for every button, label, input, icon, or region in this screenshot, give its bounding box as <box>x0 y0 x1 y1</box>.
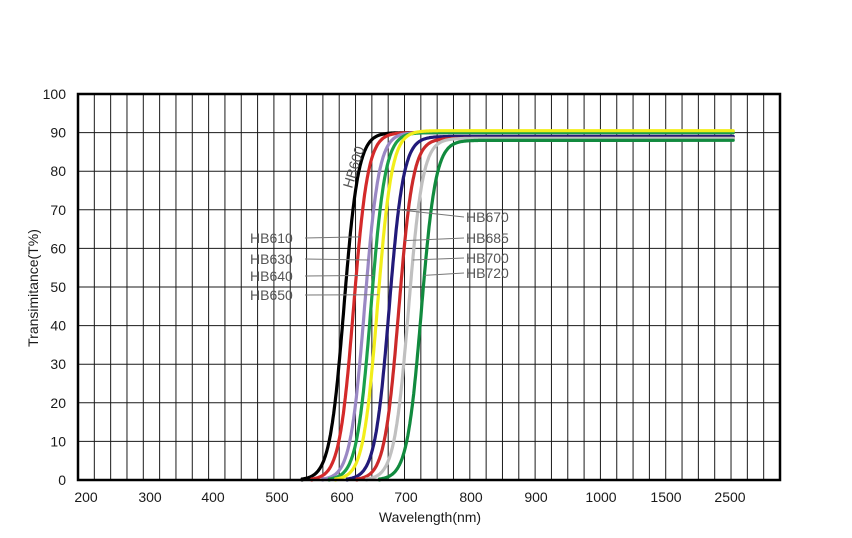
x-tick-label: 200 <box>74 489 98 505</box>
x-tick-label: 600 <box>330 489 354 505</box>
y-tick-label: 100 <box>43 86 67 102</box>
leader-line <box>398 209 465 218</box>
series-line-hb685 <box>355 136 735 482</box>
y-tick-label: 10 <box>50 433 66 449</box>
x-tick-label: 1500 <box>650 489 681 505</box>
series-line-hb610 <box>310 131 735 482</box>
x-tick-label: 500 <box>265 489 289 505</box>
chart-curves <box>300 129 735 482</box>
y-axis-title: Transimitance(T%) <box>25 229 41 347</box>
series-line-hb720 <box>377 138 735 482</box>
y-tick-label: 80 <box>50 163 66 179</box>
y-tick-label: 20 <box>50 395 66 411</box>
y-tick-label: 0 <box>58 472 66 488</box>
x-tick-label: 1000 <box>585 489 616 505</box>
leader-line <box>304 258 369 261</box>
x-tick-label: 300 <box>138 489 162 505</box>
x-axis-title: Wavelength(nm) <box>379 509 481 525</box>
x-tick-label: 800 <box>459 489 483 505</box>
series-line-hb700 <box>365 136 735 482</box>
y-tick-label: 30 <box>50 356 66 372</box>
series-line-hb670 <box>345 134 735 482</box>
series-label-hb720: HB720 <box>466 265 509 281</box>
x-axis-ticks: 200 300 400 500 600 700 800 900 1000 1500 2500 <box>74 489 745 505</box>
series-label-hb610: HB610 <box>250 230 293 246</box>
y-axis-ticks: 0 10 20 30 40 50 60 70 80 90 100 <box>43 86 67 488</box>
series-label-hb670: HB670 <box>466 209 509 225</box>
leader-line <box>304 236 360 239</box>
series-label-hb600: HB600 <box>340 144 368 190</box>
x-tick-label: 400 <box>201 489 225 505</box>
y-tick-label: 90 <box>50 125 66 141</box>
y-tick-label: 50 <box>50 279 66 295</box>
y-tick-label: 60 <box>50 240 66 256</box>
x-tick-label: 700 <box>394 489 418 505</box>
x-tick-label: 900 <box>524 489 548 505</box>
plot-frame <box>76 92 782 482</box>
leader-line <box>404 237 465 242</box>
series-label-hb700: HB700 <box>466 250 509 266</box>
series-label-hb685: HB685 <box>466 230 509 246</box>
series-label-hb640: HB640 <box>250 268 293 284</box>
chart-grid <box>78 93 780 481</box>
leader-line <box>424 272 465 276</box>
series-label-hb650: HB650 <box>250 287 293 303</box>
y-tick-label: 40 <box>50 318 66 334</box>
leader-line <box>412 257 465 261</box>
y-tick-label: 70 <box>50 202 66 218</box>
x-tick-label: 2500 <box>714 489 745 505</box>
series-line-hb650 <box>334 129 735 482</box>
series-label-hb630: HB630 <box>250 251 293 267</box>
leader-line <box>304 274 374 277</box>
